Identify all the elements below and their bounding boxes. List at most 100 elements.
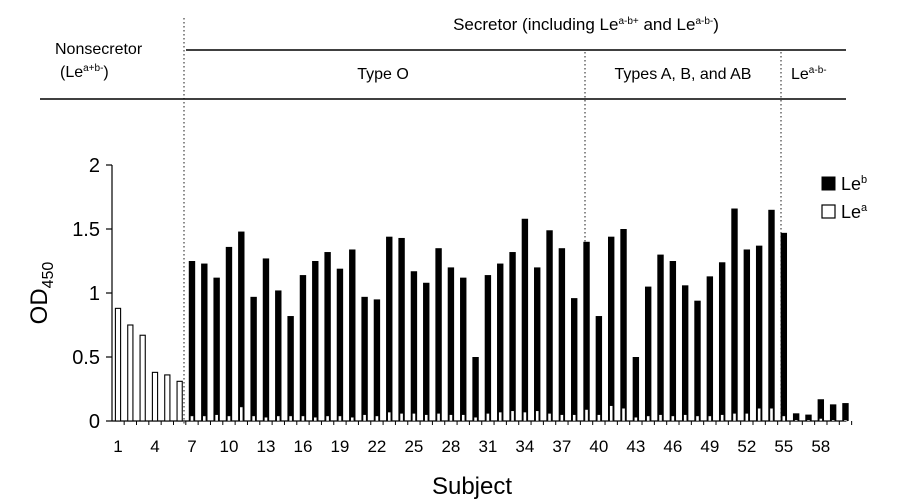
- x-tick-label: 16: [293, 437, 312, 456]
- bar-leb-subject-9: [213, 277, 220, 421]
- bar-lea-subject-38: [572, 414, 577, 422]
- bar-leb-subject-60: [842, 403, 849, 421]
- bar-lea-subject-37: [559, 414, 564, 422]
- y-tick-label: 0: [89, 411, 100, 433]
- bar-leb-subject-7: [188, 261, 196, 421]
- bar-lea-subject-2: [127, 324, 134, 422]
- bar-lea-subject-25: [412, 413, 416, 422]
- nonsecretor-label-line1: Nonsecretor: [55, 41, 143, 58]
- bar-lea-subject-11: [239, 406, 244, 422]
- bar-lea-subject-32: [498, 411, 503, 422]
- bar-leb-subject-22: [373, 299, 381, 421]
- bar-leb-subject-38: [571, 298, 578, 421]
- bar-lea-subject-47: [683, 414, 688, 422]
- bar-leb-subject-32: [497, 263, 504, 421]
- x-tick-label: 34: [515, 437, 534, 456]
- bar-lea-subject-12: [251, 415, 256, 422]
- bar-leb-subject-18: [324, 252, 331, 421]
- bar-lea-subject-31: [485, 413, 490, 422]
- bar-lea-subject-19: [338, 415, 342, 422]
- bar-lea-subject-7: [190, 415, 194, 422]
- x-tick-label: 49: [700, 437, 719, 456]
- bar-lea-subject-27: [436, 413, 441, 422]
- bar-leb-subject-57: [805, 414, 812, 421]
- bar-lea-subject-45: [658, 414, 663, 422]
- bar-lea-subject-10: [227, 415, 231, 422]
- bar-lea-subject-28: [449, 414, 453, 422]
- bar-lea-subject-48: [695, 415, 700, 422]
- x-tick-label: 58: [811, 437, 830, 456]
- nonsecretor-label-line2: (Lea+b-): [60, 63, 109, 81]
- bar-lea-subject-53: [757, 407, 762, 422]
- bar-lea-subject-50: [720, 414, 725, 422]
- x-tick-label: 10: [220, 437, 239, 456]
- bar-leb-subject-51: [731, 208, 738, 421]
- bar-leb-subject-56: [792, 413, 800, 421]
- bar-lea-subject-58: [818, 418, 823, 422]
- bar-leb-subject-16: [299, 275, 307, 421]
- bar-leb-subject-46: [669, 261, 677, 421]
- bar-leb-subject-54: [768, 209, 775, 421]
- bar-lea-subject-15: [288, 415, 293, 422]
- bar-lea-subject-18: [325, 415, 330, 422]
- bar-leb-subject-31: [484, 275, 492, 421]
- legend: Leb Lea: [821, 174, 868, 222]
- types-abab-label: Types A, B, and AB: [615, 66, 752, 83]
- bar-lea-subject-59: [831, 419, 836, 422]
- bar-lea-subject-24: [399, 413, 404, 422]
- bar-lea-subject-60: [843, 419, 848, 422]
- bar-leb-subject-44: [644, 286, 652, 421]
- bar-leb-subject-19: [336, 268, 344, 421]
- bar-leb-subject-33: [509, 252, 516, 421]
- x-tick-label: 31: [478, 437, 497, 456]
- bar-leb-subject-39: [583, 241, 590, 421]
- bar-lea-subject-35: [535, 410, 540, 422]
- x-tick-label: 46: [663, 437, 682, 456]
- bar-leb-subject-27: [435, 248, 442, 421]
- bar-lea-subject-43: [633, 416, 638, 422]
- bar-lea-subject-3: [139, 334, 146, 422]
- bar-lea-subject-33: [510, 410, 515, 422]
- secretor-header: Secretor (including Lea-b+ and Lea-b-): [453, 15, 719, 34]
- bar-leb-subject-48: [694, 300, 701, 421]
- bar-lea-subject-9: [214, 414, 219, 422]
- x-ticks: 1 4 7 10 13 16 19 22 25 28 31 34 37 40 43 46 49 52 55 58: [113, 421, 853, 456]
- bar-leb-subject-28: [447, 267, 455, 421]
- bar-leb-subject-21: [361, 296, 368, 421]
- bar-leb-subject-29: [460, 277, 467, 421]
- x-tick-label: 4: [150, 437, 159, 456]
- bar-lea-subject-57: [806, 419, 811, 422]
- y-tick-label: 2: [89, 155, 100, 177]
- x-tick-label: 13: [256, 437, 275, 456]
- bar-leb-subject-41: [608, 236, 615, 421]
- bar-leb-subject-12: [250, 296, 257, 421]
- type-o-label: Type O: [357, 66, 409, 83]
- bar-lea-subject-5: [164, 374, 171, 422]
- bar-leb-subject-11: [238, 231, 245, 421]
- bar-lea-subject-44: [646, 415, 651, 422]
- bar-lea-subject-8: [202, 415, 207, 422]
- x-tick-label: 40: [589, 437, 608, 456]
- bar-leb-subject-30: [472, 357, 479, 421]
- bar-leb-subject-23: [386, 236, 393, 421]
- y-ticks: 0 0.5 1 1.5 2: [72, 155, 112, 433]
- bar-lea-subject-49: [707, 415, 712, 422]
- bar-lea-subject-41: [609, 405, 614, 422]
- bar-leb-subject-55: [780, 232, 788, 421]
- bar-lea-subject-54: [769, 407, 774, 422]
- bar-lea-subject-21: [362, 414, 367, 422]
- y-tick-label: 1: [89, 283, 100, 305]
- bar-leb-subject-43: [632, 357, 640, 421]
- bar-leb-subject-24: [398, 237, 405, 421]
- bar-lea-subject-16: [301, 415, 305, 422]
- bar-leb-subject-15: [287, 316, 294, 421]
- bar-leb-subject-40: [595, 316, 603, 421]
- bar-leb-subject-49: [706, 276, 714, 421]
- legend-label-leb: Leb: [841, 174, 867, 194]
- bar-lea-subject-22: [375, 415, 379, 422]
- bar-leb-subject-53: [755, 245, 763, 421]
- x-tick-label: 28: [441, 437, 460, 456]
- bar-lea-subject-13: [264, 416, 268, 422]
- x-tick-label: 1: [113, 437, 122, 456]
- bar-lea-subject-4: [151, 371, 159, 422]
